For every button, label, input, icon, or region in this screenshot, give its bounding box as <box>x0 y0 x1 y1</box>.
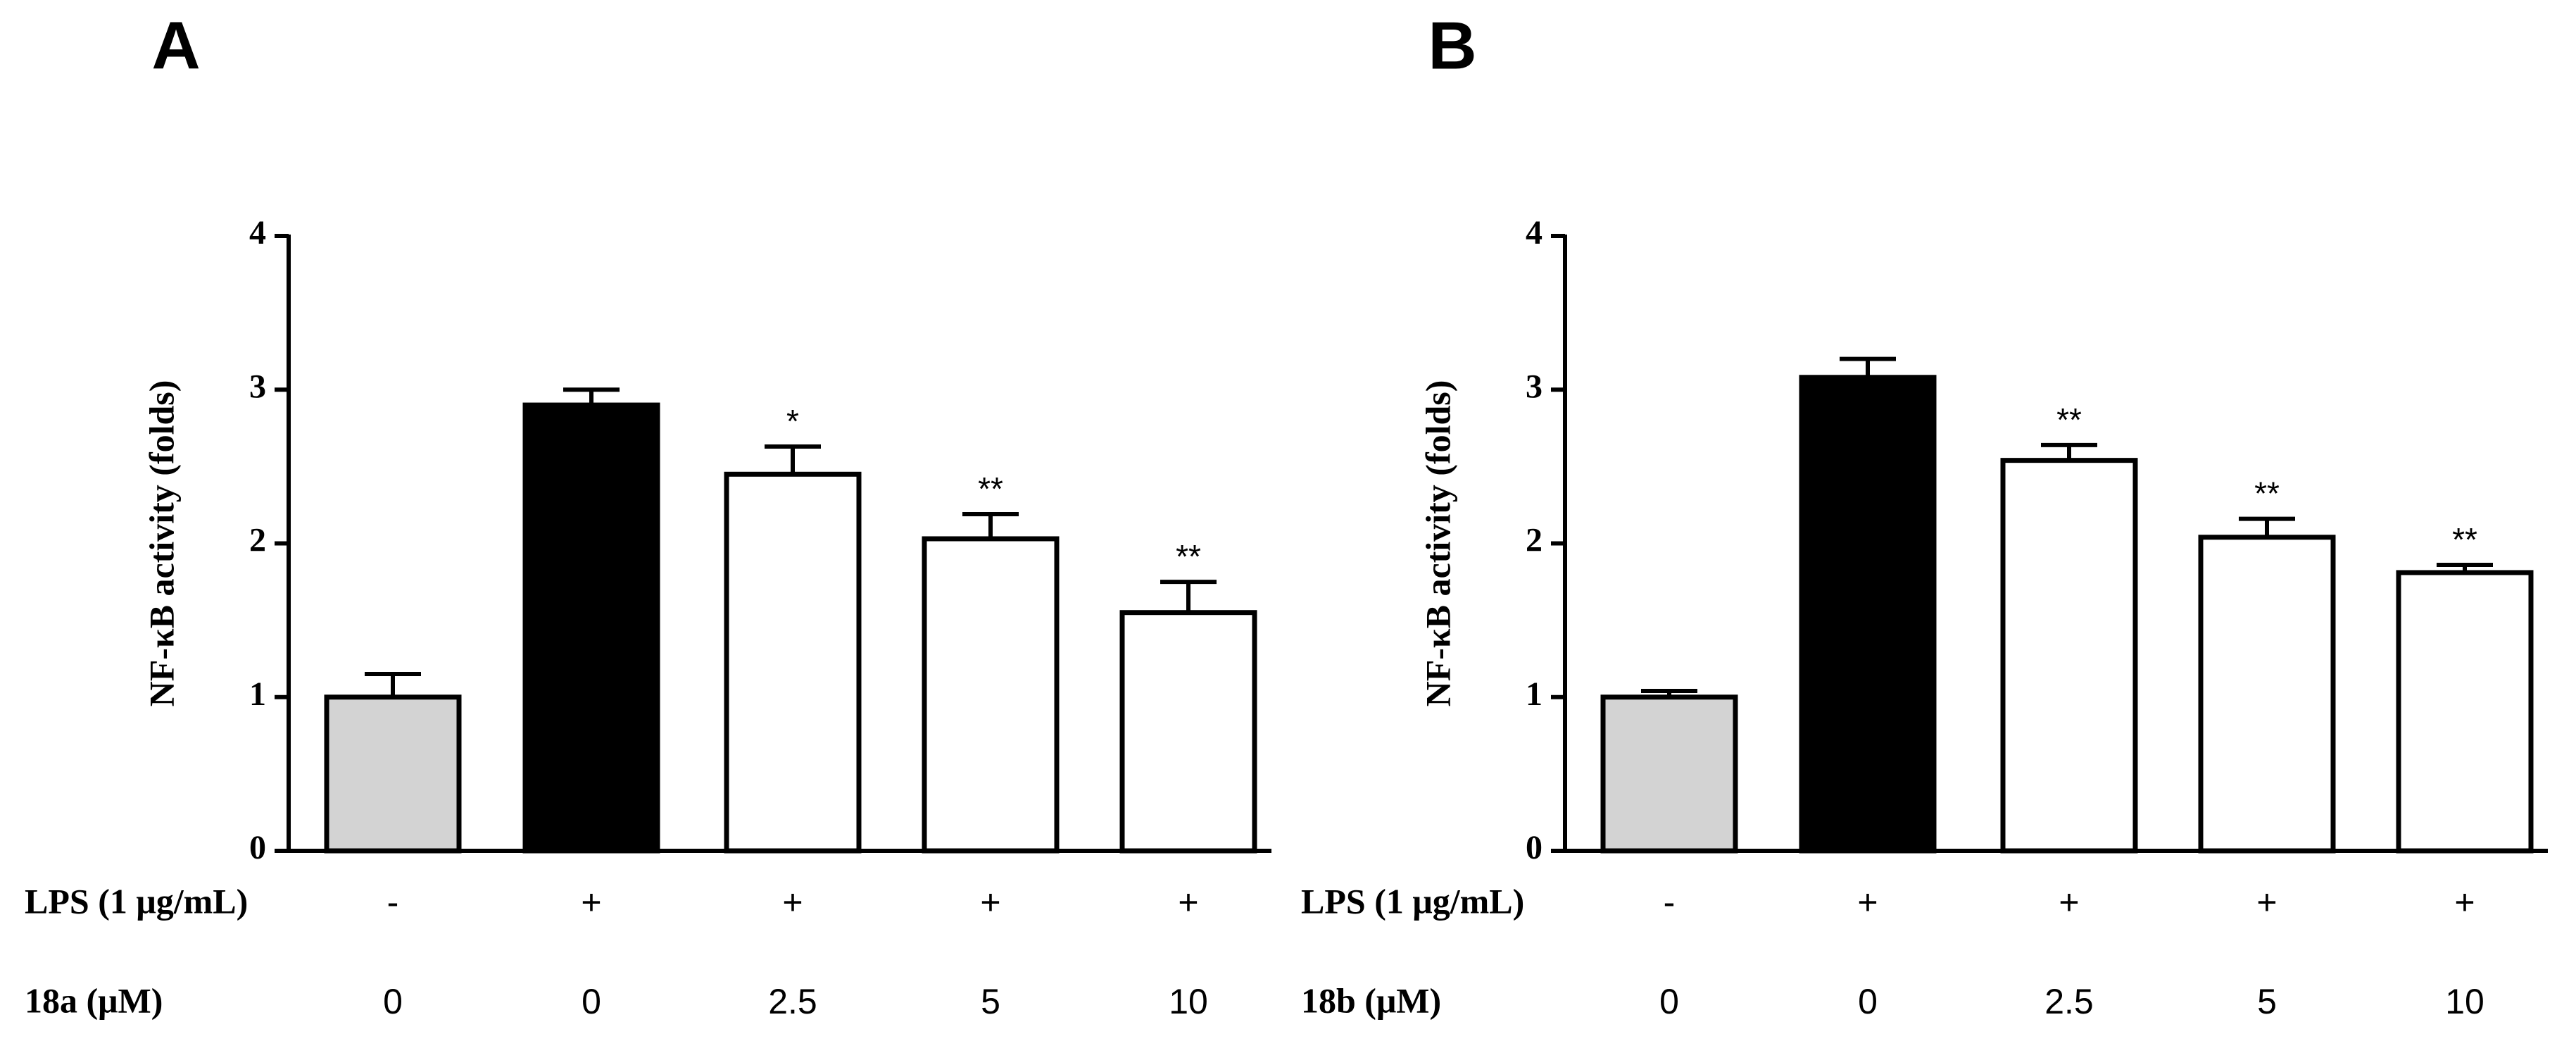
y-tick-label: 2 <box>1526 522 1543 559</box>
bar <box>1799 375 1937 854</box>
row-value: 10 <box>1169 982 1208 1021</box>
y-tick-label: 1 <box>1526 675 1543 713</box>
row-value: 10 <box>2445 982 2484 1021</box>
significance: ** <box>2056 401 2082 438</box>
row-value: 2.5 <box>768 982 817 1021</box>
row-label: 18b (μM) <box>1301 980 1441 1020</box>
row-value: - <box>1664 883 1676 922</box>
y-tick-label: 4 <box>249 214 266 251</box>
row-value: 0 <box>1858 982 1878 1021</box>
y-tick-label: 4 <box>1526 214 1543 251</box>
row-value: + <box>782 883 803 922</box>
row-value: 0 <box>582 982 601 1021</box>
row-value: 5 <box>2257 982 2277 1021</box>
significance: ** <box>2254 475 2280 512</box>
row-value: + <box>2059 883 2079 922</box>
row-value: + <box>2256 883 2277 922</box>
row-value: + <box>2454 883 2475 922</box>
row-label: 18a (μM) <box>25 980 163 1020</box>
bar <box>324 694 462 854</box>
row-value: + <box>1857 883 1878 922</box>
panel-label: B <box>1428 8 1476 83</box>
bar <box>2198 535 2336 854</box>
y-axis-label: NF-κB activity (folds) <box>142 380 181 707</box>
row-value: + <box>581 883 601 922</box>
bar <box>922 536 1060 854</box>
y-axis-label: NF-κB activity (folds) <box>1418 380 1457 707</box>
row-value: 0 <box>1659 982 1679 1021</box>
bar <box>2396 570 2534 854</box>
bar <box>1119 610 1257 854</box>
significance: * <box>786 403 799 440</box>
row-label: LPS (1 μg/mL) <box>25 881 248 921</box>
y-tick-label: 1 <box>249 675 266 713</box>
significance: ** <box>2452 521 2477 558</box>
bar <box>1600 694 1738 854</box>
significance: ** <box>978 470 1003 507</box>
bar <box>2000 458 2138 854</box>
y-tick-label: 0 <box>249 829 266 866</box>
y-tick-label: 3 <box>1526 368 1543 405</box>
y-tick-label: 0 <box>1526 829 1543 866</box>
row-value: + <box>980 883 1000 922</box>
row-value: + <box>1178 883 1198 922</box>
row-value: 0 <box>383 982 403 1021</box>
row-value: - <box>387 883 399 922</box>
row-value: 2.5 <box>2044 982 2094 1021</box>
panel-label: A <box>151 8 200 83</box>
bar <box>522 402 660 854</box>
bar <box>724 471 862 854</box>
row-value: 5 <box>981 982 1000 1021</box>
significance: ** <box>1176 538 1201 575</box>
row-label: LPS (1 μg/mL) <box>1301 881 1524 921</box>
y-tick-label: 3 <box>249 368 266 405</box>
y-tick-label: 2 <box>249 522 266 559</box>
